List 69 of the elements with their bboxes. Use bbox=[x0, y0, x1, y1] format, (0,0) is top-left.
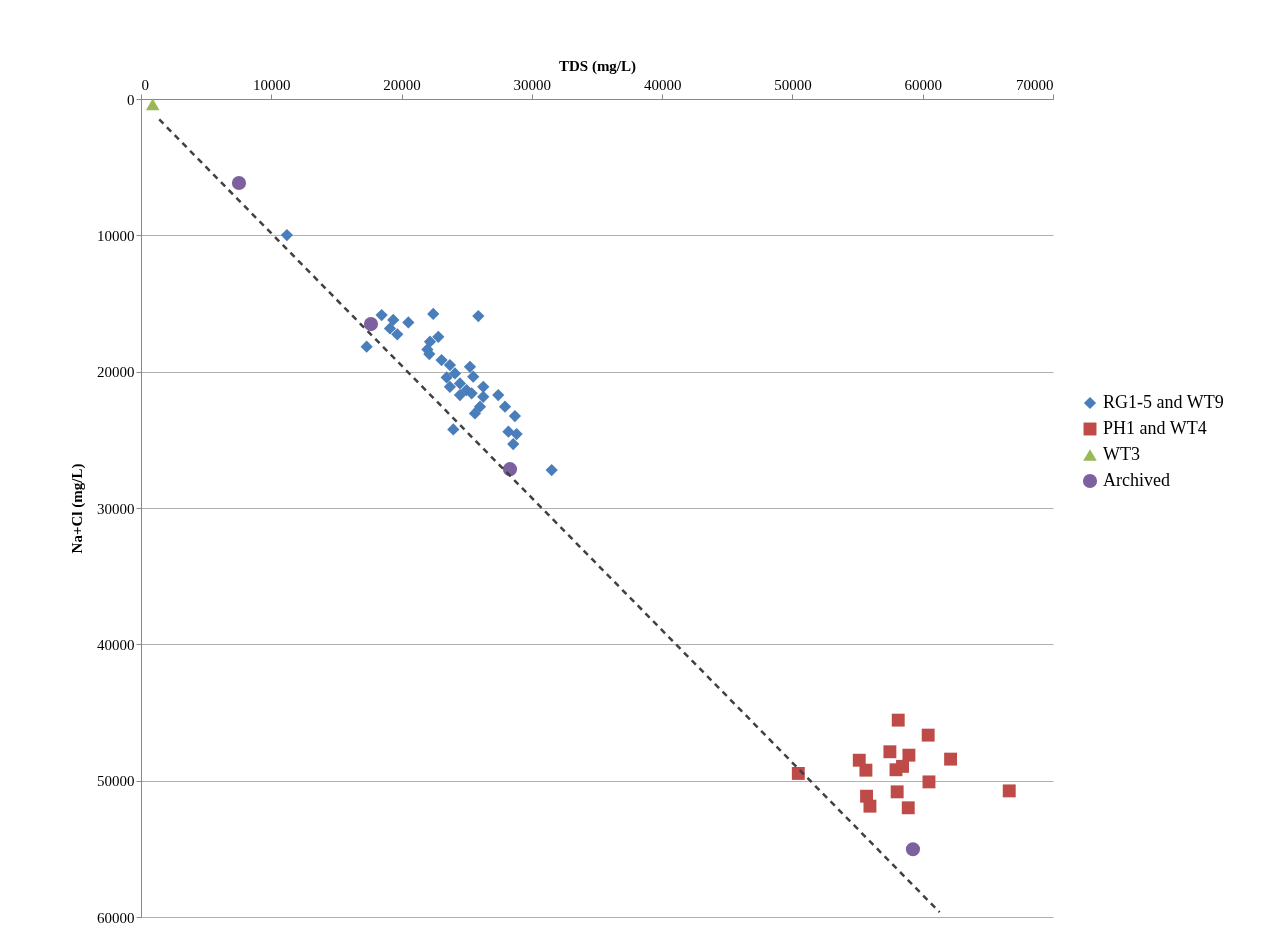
point bbox=[545, 463, 558, 477]
y-axis-title: Na+Cl (mg/L) bbox=[69, 463, 86, 554]
x-tick-label: 0 bbox=[141, 76, 149, 93]
legend-label: RG1-5 and WT9 bbox=[1103, 392, 1224, 412]
point bbox=[859, 763, 873, 777]
point bbox=[391, 328, 404, 341]
point bbox=[460, 383, 473, 397]
point bbox=[492, 388, 505, 402]
point bbox=[427, 307, 440, 321]
point bbox=[231, 175, 247, 191]
point bbox=[145, 98, 160, 111]
y-tick-label: 20000 bbox=[97, 364, 135, 381]
point bbox=[435, 353, 448, 367]
x-tick-label: 60000 bbox=[904, 76, 942, 93]
x-tick-label: 30000 bbox=[513, 76, 552, 93]
x-tick-label: 70000 bbox=[1016, 76, 1054, 93]
point bbox=[477, 390, 490, 403]
x-axis-title: TDS (mg/L) bbox=[558, 57, 637, 75]
legend-label: PH1 and WT4 bbox=[1103, 418, 1207, 438]
point bbox=[447, 423, 460, 436]
y-tick-label: 30000 bbox=[97, 500, 135, 517]
point bbox=[468, 407, 482, 420]
point bbox=[922, 775, 936, 789]
legend-label: WT3 bbox=[1103, 444, 1140, 464]
point bbox=[375, 308, 388, 322]
point bbox=[440, 371, 453, 384]
point bbox=[453, 377, 467, 390]
point bbox=[883, 745, 897, 759]
point bbox=[467, 370, 480, 383]
point bbox=[498, 400, 512, 413]
x-tick-label: 50000 bbox=[774, 76, 812, 93]
point bbox=[507, 437, 520, 451]
point bbox=[502, 425, 515, 438]
point bbox=[863, 799, 877, 813]
point bbox=[443, 359, 457, 372]
point bbox=[1002, 784, 1016, 798]
x-tick-label: 10000 bbox=[253, 76, 291, 93]
point bbox=[448, 367, 462, 380]
point bbox=[383, 322, 397, 335]
point bbox=[280, 228, 294, 242]
point bbox=[463, 360, 477, 373]
point bbox=[891, 713, 905, 727]
point bbox=[453, 388, 467, 402]
point bbox=[896, 759, 909, 773]
point bbox=[944, 752, 958, 766]
y-tick-label: 50000 bbox=[97, 773, 135, 790]
point bbox=[360, 340, 373, 353]
legend-label: Archived bbox=[1103, 470, 1170, 490]
y-tick-label: 40000 bbox=[97, 636, 135, 653]
point bbox=[443, 380, 457, 393]
point bbox=[921, 728, 935, 742]
point bbox=[387, 313, 400, 327]
point bbox=[472, 309, 485, 323]
point bbox=[473, 400, 487, 413]
point bbox=[510, 427, 523, 441]
point bbox=[890, 785, 904, 799]
point bbox=[402, 316, 415, 329]
point bbox=[363, 317, 379, 332]
point bbox=[901, 801, 915, 815]
y-tick-label: 60000 bbox=[97, 909, 135, 926]
point bbox=[902, 748, 916, 762]
point bbox=[508, 409, 522, 423]
point bbox=[905, 842, 921, 857]
x-tick-label: 40000 bbox=[643, 76, 682, 93]
x-tick-label: 20000 bbox=[383, 76, 421, 93]
point bbox=[477, 380, 490, 393]
point bbox=[432, 330, 445, 343]
y-tick-label: 10000 bbox=[97, 227, 135, 244]
y-tick-label: 0 bbox=[127, 91, 135, 108]
